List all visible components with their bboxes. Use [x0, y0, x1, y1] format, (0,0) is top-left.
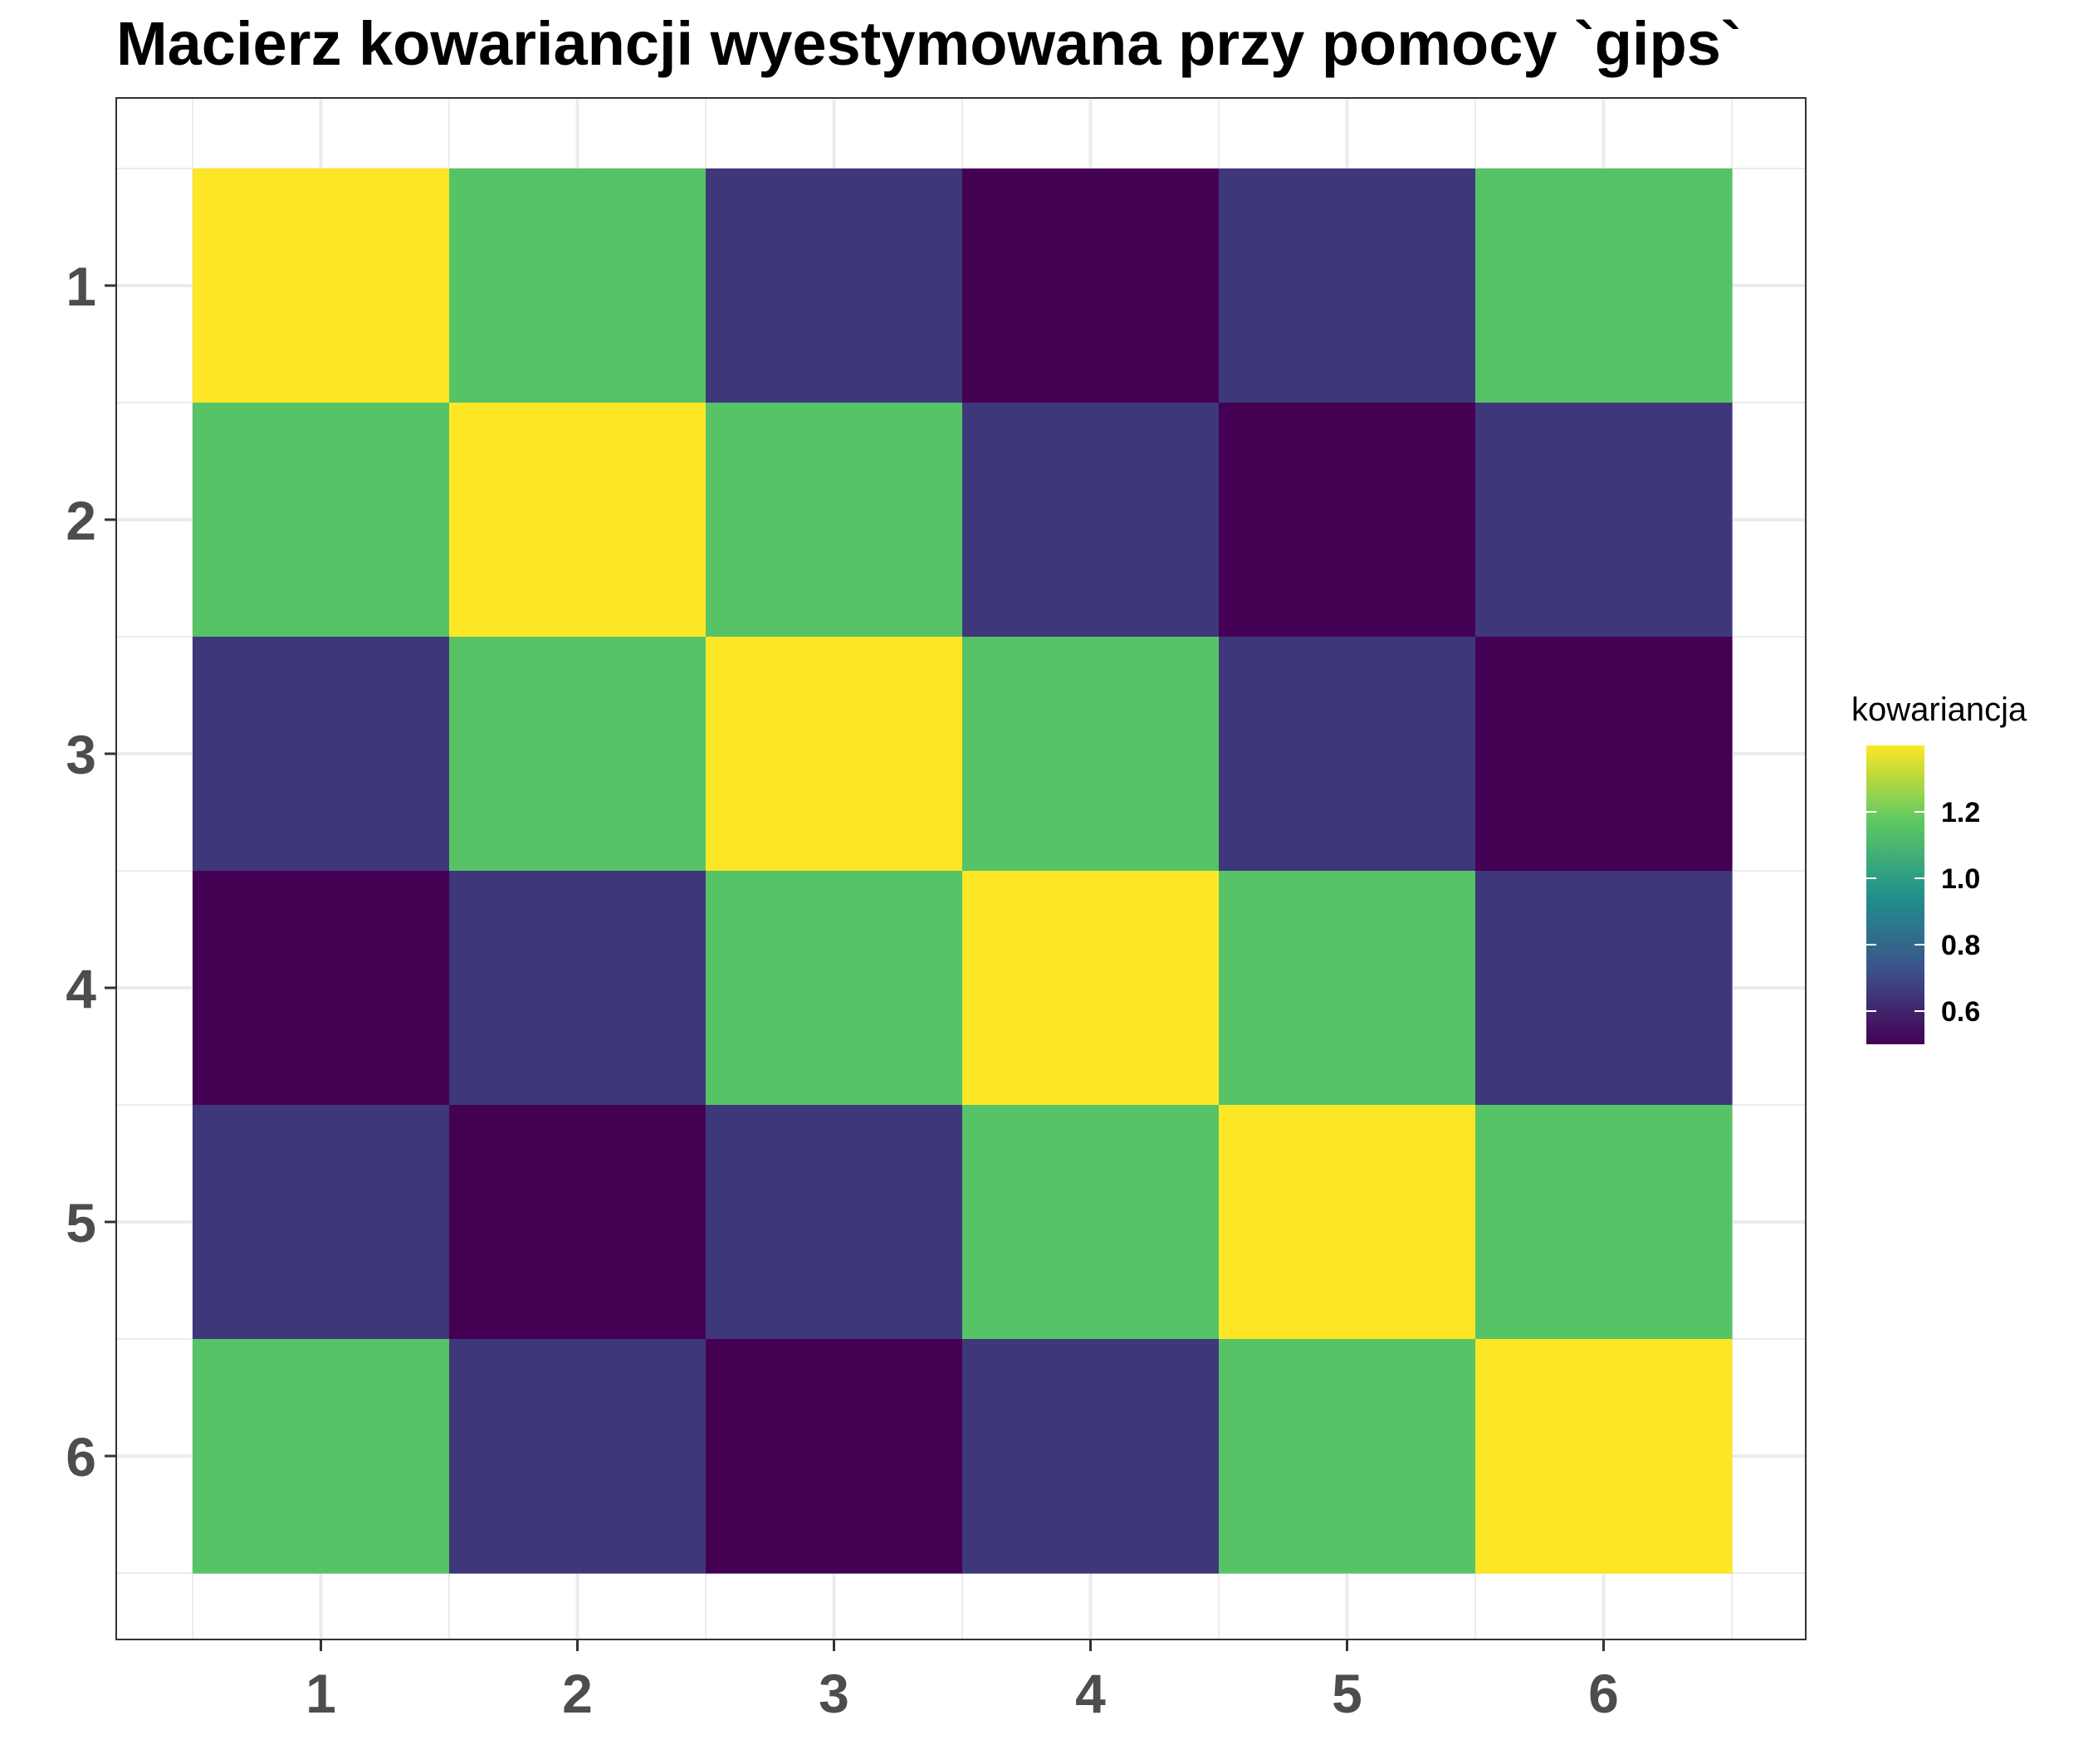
heatmap-cell-r2-c3: [706, 403, 963, 638]
x-tick-label: 2: [562, 1663, 593, 1724]
x-tick-label: 4: [1075, 1663, 1106, 1724]
x-tick-label: 1: [306, 1663, 336, 1724]
heatmap-cell-r5-c5: [1219, 1105, 1476, 1340]
heatmap-cell-r1-c5: [1219, 169, 1476, 403]
legend-ticks: 0.6 0.8 1.0 1.2: [1866, 797, 1980, 1028]
heatmap-cell-r4-c5: [1219, 871, 1476, 1106]
heatmap-cell-r5-c3: [706, 1105, 963, 1340]
heatmap-cell-r4-c1: [193, 871, 450, 1106]
heatmap-cell-r3-c6: [1475, 637, 1733, 872]
heatmap-cells: [193, 169, 1733, 1574]
y-tick-label: 4: [66, 958, 96, 1019]
heatmap-cell-r6-c3: [706, 1339, 963, 1574]
legend-tick-label: 0.6: [1941, 996, 1980, 1028]
heatmap-cell-r5-c1: [193, 1105, 450, 1340]
legend-tick-label: 0.8: [1941, 930, 1980, 961]
heatmap-cell-r2-c5: [1219, 403, 1476, 638]
legend-tick-label: 1.0: [1941, 863, 1980, 895]
heatmap-cell-r3-c5: [1219, 637, 1476, 872]
x-tick-label: 6: [1588, 1663, 1619, 1724]
y-tick-label: 2: [66, 490, 96, 551]
heatmap-cell-r6-c4: [962, 1339, 1220, 1574]
heatmap-cell-r3-c1: [193, 637, 450, 872]
y-tick-label: 6: [66, 1426, 96, 1488]
panel-border: [115, 97, 1807, 1640]
heatmap-cell-r2-c2: [449, 403, 707, 638]
heatmap-cell-r6-c6: [1475, 1339, 1733, 1574]
y-tick-label: 1: [66, 256, 96, 317]
legend-title: kowariancja: [1851, 691, 2027, 728]
x-tick-label: 5: [1332, 1663, 1362, 1724]
heatmap-cell-r1-c1: [193, 169, 450, 403]
heatmap-cell-r3-c4: [962, 637, 1220, 872]
heatmap-cell-r5-c4: [962, 1105, 1220, 1340]
y-axis: 1 2 3 4 5 6: [66, 256, 116, 1488]
heatmap-cell-r5-c2: [449, 1105, 707, 1340]
heatmap-cell-r4-c2: [449, 871, 707, 1106]
heatmap-cell-r1-c3: [706, 169, 963, 403]
heatmap-cell-r1-c2: [449, 169, 707, 403]
chart-title: Macierz kowariancji wyestymowana przy po…: [116, 9, 1742, 78]
heatmap-cell-r1-c6: [1475, 169, 1733, 403]
heatmap-cell-r2-c6: [1475, 403, 1733, 638]
color-legend: kowariancja 0.6 0.8 1.0 1.2: [1851, 691, 2027, 1044]
heatmap-cell-r6-c5: [1219, 1339, 1476, 1574]
heatmap-cell-r5-c6: [1475, 1105, 1733, 1340]
heatmap-cell-r3-c3: [706, 637, 963, 872]
heatmap-cell-r1-c4: [962, 169, 1220, 403]
x-tick-label: 3: [819, 1663, 849, 1724]
heatmap-cell-r4-c4: [962, 871, 1220, 1106]
legend-colorbar: [1866, 745, 1924, 1044]
y-tick-label: 5: [66, 1192, 96, 1253]
heatmap-cell-r6-c2: [449, 1339, 707, 1574]
x-axis: 1 2 3 4 5 6: [306, 1639, 1619, 1724]
heatmap-cell-r2-c4: [962, 403, 1220, 638]
heatmap-cell-r2-c1: [193, 403, 450, 638]
plot-panel: [115, 97, 1807, 1640]
heatmap-cell-r4-c3: [706, 871, 963, 1106]
heatmap-cell-r6-c1: [193, 1339, 450, 1574]
heatmap-cell-r4-c6: [1475, 871, 1733, 1106]
y-tick-label: 3: [66, 724, 96, 785]
legend-tick-label: 1.2: [1941, 797, 1980, 828]
heatmap-cell-r3-c2: [449, 637, 707, 872]
